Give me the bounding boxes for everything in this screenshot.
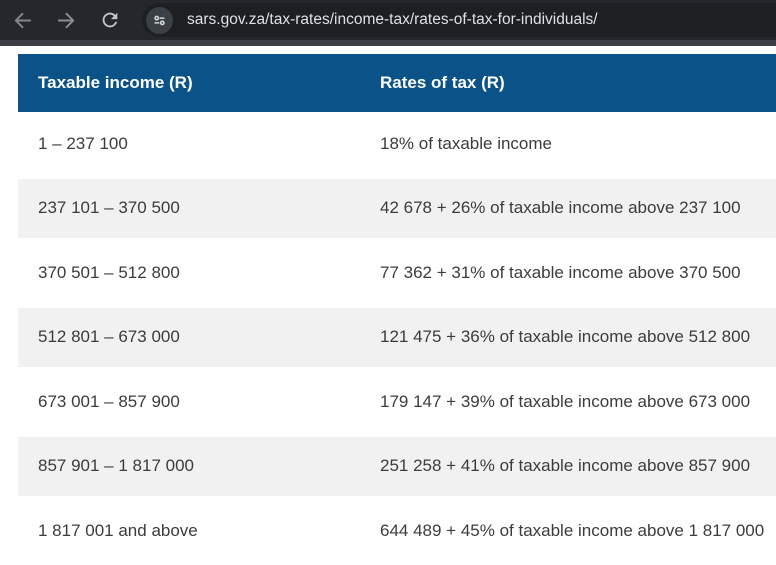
reload-button[interactable]: [98, 8, 122, 32]
reload-icon: [99, 9, 121, 31]
rate-of-tax-cell: 18% of taxable income: [380, 134, 552, 154]
rate-of-tax-cell: 644 489 + 45% of taxable income above 1 …: [380, 521, 765, 541]
url-text: sars.gov.za/tax-rates/income-tax/rates-o…: [187, 11, 598, 28]
rate-of-tax-cell: 77 362 + 31% of taxable income above 370…: [380, 263, 741, 283]
column-header-taxable-income: Taxable income (R): [38, 73, 193, 92]
site-settings-button[interactable]: [146, 6, 173, 34]
forward-icon: [55, 9, 78, 32]
table-body: 1 – 237 100 18% of taxable income 237 101 …: [18, 112, 776, 564]
url-bar[interactable]: sars.gov.za/tax-rates/income-tax/rates-o…: [142, 3, 776, 37]
back-button[interactable]: [10, 8, 34, 32]
tax-rates-table: Taxable income (R) Rates of tax (R) 1 – …: [18, 54, 776, 564]
column-header-rates-of-tax: Rates of tax (R): [380, 73, 505, 92]
page-top-strip: [0, 40, 776, 46]
rate-of-tax-cell: 121 475 + 36% of taxable income above 51…: [380, 327, 751, 347]
table-row: 1 – 237 100 18% of taxable income: [18, 112, 776, 177]
rate-of-tax-cell: 251 258 + 41% of taxable income above 85…: [380, 456, 751, 476]
forward-button[interactable]: [54, 8, 78, 32]
table-header-row: Taxable income (R) Rates of tax (R): [18, 54, 776, 112]
taxable-income-cell: 512 801 – 673 000: [38, 327, 180, 347]
table-row: 1 817 001 and above 644 489 + 45% of taxa…: [18, 499, 776, 564]
site-settings-icon: [150, 11, 169, 30]
browser-toolbar: sars.gov.za/tax-rates/income-tax/rates-o…: [0, 0, 776, 40]
table-row: 370 501 – 512 800 77 362 + 31% of taxable…: [18, 241, 776, 306]
table-row: 857 901 – 1 817 000 251 258 + 41% of taxa…: [18, 434, 776, 499]
table-row: 512 801 – 673 000 121 475 + 36% of taxabl…: [18, 305, 776, 370]
taxable-income-cell: 1 – 237 100: [38, 134, 128, 154]
rate-of-tax-cell: 179 147 + 39% of taxable income above 67…: [380, 392, 751, 412]
taxable-income-cell: 673 001 – 857 900: [38, 392, 180, 412]
back-icon: [11, 9, 34, 32]
taxable-income-cell: 1 817 001 and above: [38, 521, 198, 541]
taxable-income-cell: 237 101 – 370 500: [38, 198, 180, 218]
taxable-income-cell: 370 501 – 512 800: [38, 263, 180, 283]
page-content: Taxable income (R) Rates of tax (R) 1 – …: [0, 46, 776, 564]
rate-of-tax-cell: 42 678 + 26% of taxable income above 237…: [380, 198, 741, 218]
table-row: 673 001 – 857 900 179 147 + 39% of taxabl…: [18, 370, 776, 435]
table-row: 237 101 – 370 500 42 678 + 26% of taxable…: [18, 176, 776, 241]
taxable-income-cell: 857 901 – 1 817 000: [38, 456, 194, 476]
